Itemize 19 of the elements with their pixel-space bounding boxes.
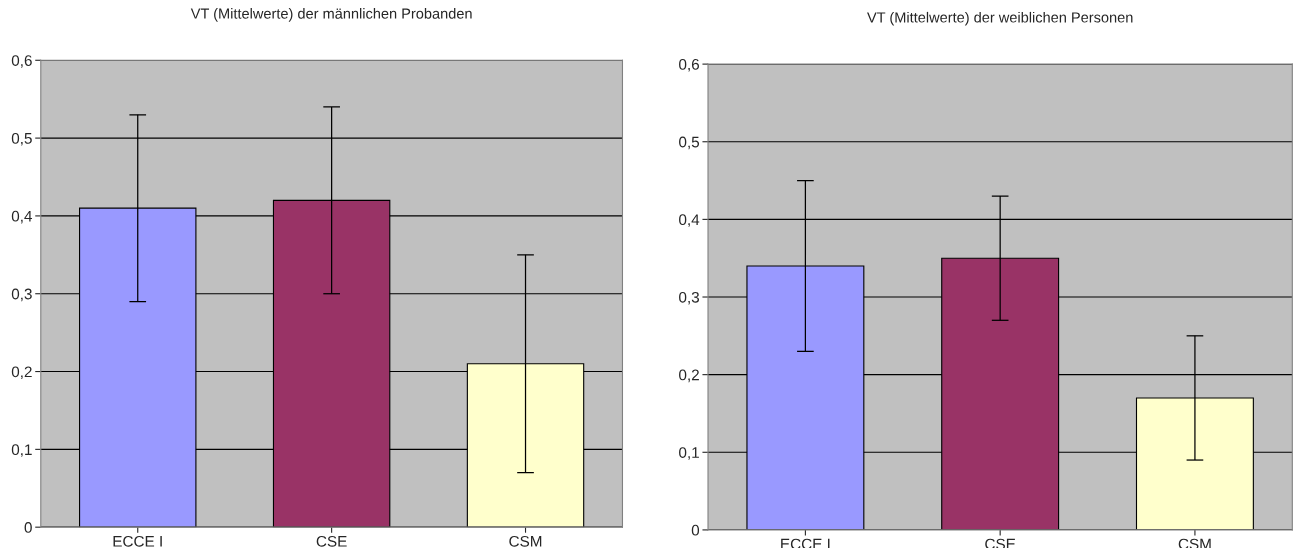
x-tick-label: CSM [509,535,542,547]
chart-title: VT (Mittelwerte) der männlichen Probanden [190,8,472,22]
y-tick-label: 0 [691,524,700,536]
y-tick-label: 0,6 [679,58,700,72]
x-tick-label: CSE [316,535,347,547]
y-tick-label: 0,1 [679,447,699,460]
y-tick-label: 0,4 [679,214,700,227]
x-tick-label: ECCE I [113,535,162,547]
y-tick-label: 0 [24,522,32,533]
y-tick-label: 0,6 [11,55,32,68]
y-tick-label: 0,2 [11,366,32,380]
y-tick-label: 0,3 [11,288,32,302]
y-tick-label: 0,5 [679,136,700,150]
y-tick-label: 0,2 [679,369,699,383]
chart-title: VT (Mittelwerte) der weiblichen Personen [867,11,1133,26]
y-tick-label: 0,5 [11,132,32,146]
y-tick-label: 0,3 [679,291,700,305]
y-tick-label: 0,4 [11,210,33,224]
y-tick-label: 0,1 [11,444,32,457]
